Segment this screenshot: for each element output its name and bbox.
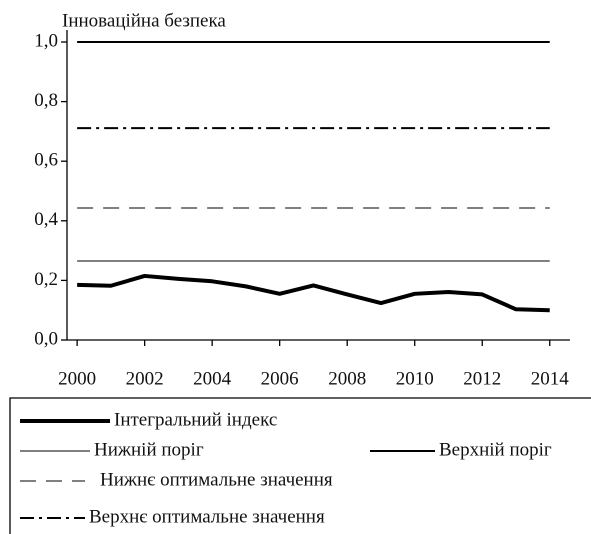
y-tick-label: 1,0	[34, 30, 58, 51]
legend-label: Інтегральний індекс	[114, 409, 277, 430]
legend-box	[9, 397, 591, 534]
legend-label: Нижнє оптимальне значення	[100, 469, 333, 490]
legend-label: Верхній поріг	[439, 439, 552, 460]
y-tick-label: 0,6	[34, 150, 58, 171]
legend-label: Верхнє оптимальне значення	[89, 506, 325, 527]
y-tick-label: 0,8	[34, 90, 58, 111]
x-tick-label: 2000	[58, 368, 96, 389]
x-tick-label: 2006	[261, 368, 299, 389]
y-axis-label: Інноваційна безпека	[62, 10, 226, 31]
y-tick-label: 0,0	[34, 328, 58, 349]
y-tick-label: 0,4	[34, 209, 58, 230]
series-line	[77, 273, 550, 313]
x-tick-label: 2010	[396, 368, 434, 389]
legend-label: Нижній поріг	[94, 439, 204, 460]
x-tick-label: 2004	[193, 368, 232, 389]
x-tick-label: 2008	[328, 368, 366, 389]
x-tick-label: 2012	[463, 368, 501, 389]
x-tick-label: 2014	[531, 368, 570, 389]
y-tick-label: 0,2	[34, 269, 58, 290]
x-tick-label: 2002	[126, 368, 164, 389]
